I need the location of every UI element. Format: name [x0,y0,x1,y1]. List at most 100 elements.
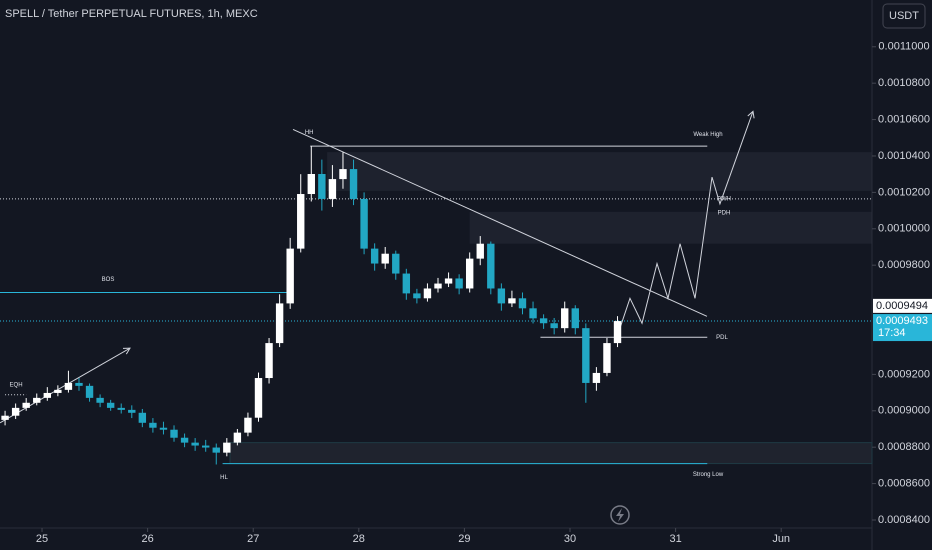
candle-body [159,427,168,430]
candle-body [508,298,516,304]
candle-body [275,303,284,344]
candle-body [180,437,189,443]
annotation: EQH [10,383,23,389]
candle-body [476,243,484,259]
candle-body [54,389,62,393]
annotation: BOS [102,277,115,283]
candle-body [318,173,326,199]
arrow-head [747,110,755,119]
y-tick-label: 0.0010400 [878,150,930,162]
x-tick-label: 27 [247,533,259,545]
annotation: PWH [717,197,731,203]
plot-area: HH Weak High PWH PDH BOS EQH PDL HL Strong Low [0,110,873,481]
y-tick-label: 0.0010600 [878,113,930,125]
candle-body [592,372,601,383]
y-tick-label: 0.0010800 [878,77,930,89]
y-tick-label: 0.0009800 [878,259,930,271]
candle-body [233,432,242,443]
zone [229,442,873,465]
candle-body [22,402,30,408]
candle-body [191,442,199,446]
candle-body [212,447,220,453]
candle-body [444,278,453,284]
candle-body [170,429,178,438]
candle-body [75,382,83,386]
currency-label[interactable]: USDT [889,10,919,22]
candle-body [33,397,41,403]
arrow-head [122,347,131,355]
candle-body [381,253,389,264]
candle-body [582,328,590,383]
candle-body [11,407,20,416]
candle-body [360,198,368,249]
candle-body [518,298,527,309]
candle-body [539,318,548,324]
candle-body [96,397,104,403]
currency-button[interactable] [882,3,926,29]
annotation: PDH [718,211,731,217]
x-tick-label: 28 [353,533,365,545]
candle-body [149,422,157,428]
candle-body [202,445,210,448]
annotation: PDL [716,335,728,341]
y-tick-label: 0.0008600 [878,477,930,489]
candle-body [349,169,358,199]
x-tick-label: 31 [669,533,681,545]
candle-body [402,273,411,294]
candle-body [85,385,94,398]
countdown: 17:34 [878,327,906,339]
trendline [619,111,754,329]
y-tick-label: 0.0010000 [878,223,930,235]
candle-body [1,415,9,420]
candle-body [244,417,252,433]
candle-body [223,442,231,453]
candle-body [561,308,569,329]
candle-body [465,258,474,289]
y-tick-label: 0.0010200 [878,186,930,198]
marker-price-label: 0.0009494 [876,300,928,312]
candle-body [64,382,73,390]
last-price-box [873,314,932,342]
candle-body [603,343,611,373]
replay-icon-bolt [616,508,624,522]
candle-body [307,173,315,195]
candle-body [413,293,421,299]
annotation: HL [220,475,228,481]
y-tick-label: 0.0009000 [878,405,930,417]
candle-body [286,248,294,304]
x-tick-label: 30 [564,533,576,545]
replay-icon[interactable] [610,505,630,525]
candle-body [487,243,495,289]
x-tick-label: Jun [772,533,790,545]
x-tick-label: 26 [141,533,153,545]
x-tick-label: 25 [36,533,48,545]
marker-price-box [873,298,932,313]
trendline [292,128,708,317]
y-tick-label: 0.0009200 [878,368,930,380]
candle-body [392,253,400,274]
candle-body [434,283,442,289]
candle-body [370,248,379,264]
candle-body [613,321,622,344]
y-tick-label: 0.0008400 [878,514,930,526]
candle-body [106,402,115,408]
candle-body [529,308,537,319]
candle-body [138,412,147,423]
candle-body [339,169,347,180]
y-tick-label: 0.0011000 [878,41,929,53]
zone [469,211,872,244]
annotation: HH [305,130,314,136]
candle-body [550,323,558,329]
zone [327,152,873,191]
candle-body [497,288,506,304]
annotation: Strong Low [693,472,724,478]
candle-body [254,378,263,418]
x-tick-label: 29 [458,533,470,545]
candle-body [43,392,52,398]
candle-body [128,409,136,413]
last-price-label: 0.0009493 [876,315,928,327]
candle-body [297,194,305,249]
candle-body [328,179,337,199]
candle-body [265,343,273,379]
